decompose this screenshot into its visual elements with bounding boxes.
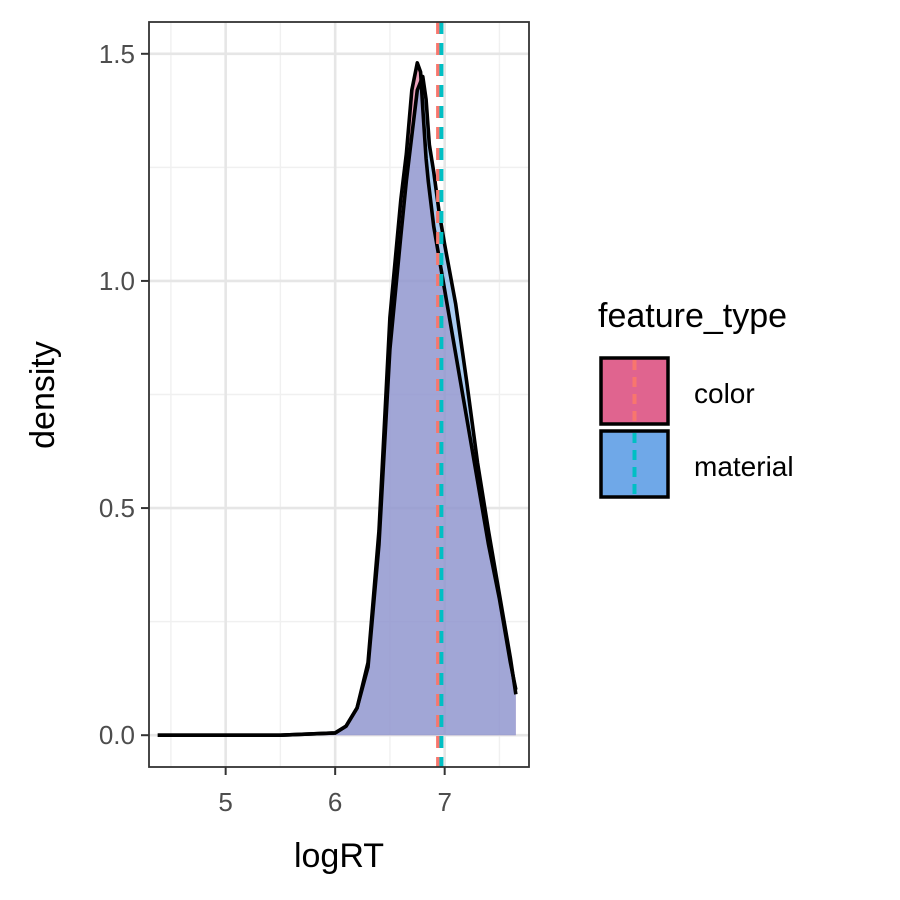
legend-item-color: color <box>599 356 755 426</box>
y-tick-label-0: 0.0 <box>99 720 135 750</box>
legend-label-material: material <box>694 451 794 482</box>
density-curve-material <box>157 74 518 738</box>
legend-label-color: color <box>694 378 755 409</box>
plot-panel-border <box>148 21 530 768</box>
x-tick-label-6: 6 <box>328 787 342 817</box>
mean-lines <box>436 22 444 767</box>
density-area-material <box>157 76 516 736</box>
y-tick-label-1: 1.0 <box>99 266 135 296</box>
x-axis-title: logRT <box>294 837 384 875</box>
density-areas <box>157 62 516 736</box>
legend-title: feature_type <box>598 297 787 335</box>
x-tick-label-7: 7 <box>437 787 451 817</box>
y-axis-title: density <box>24 341 62 449</box>
y-tick-label-0-5: 0.5 <box>99 493 135 523</box>
y-axis: 0.0 0.5 1.0 1.5 <box>99 39 149 750</box>
legend: feature_type color material <box>598 297 794 499</box>
legend-item-material: material <box>599 429 794 499</box>
density-curves <box>157 61 518 738</box>
y-tick-label-1-5: 1.5 <box>99 39 135 69</box>
x-tick-label-5: 5 <box>218 787 232 817</box>
x-axis: 5 6 7 <box>218 767 452 817</box>
